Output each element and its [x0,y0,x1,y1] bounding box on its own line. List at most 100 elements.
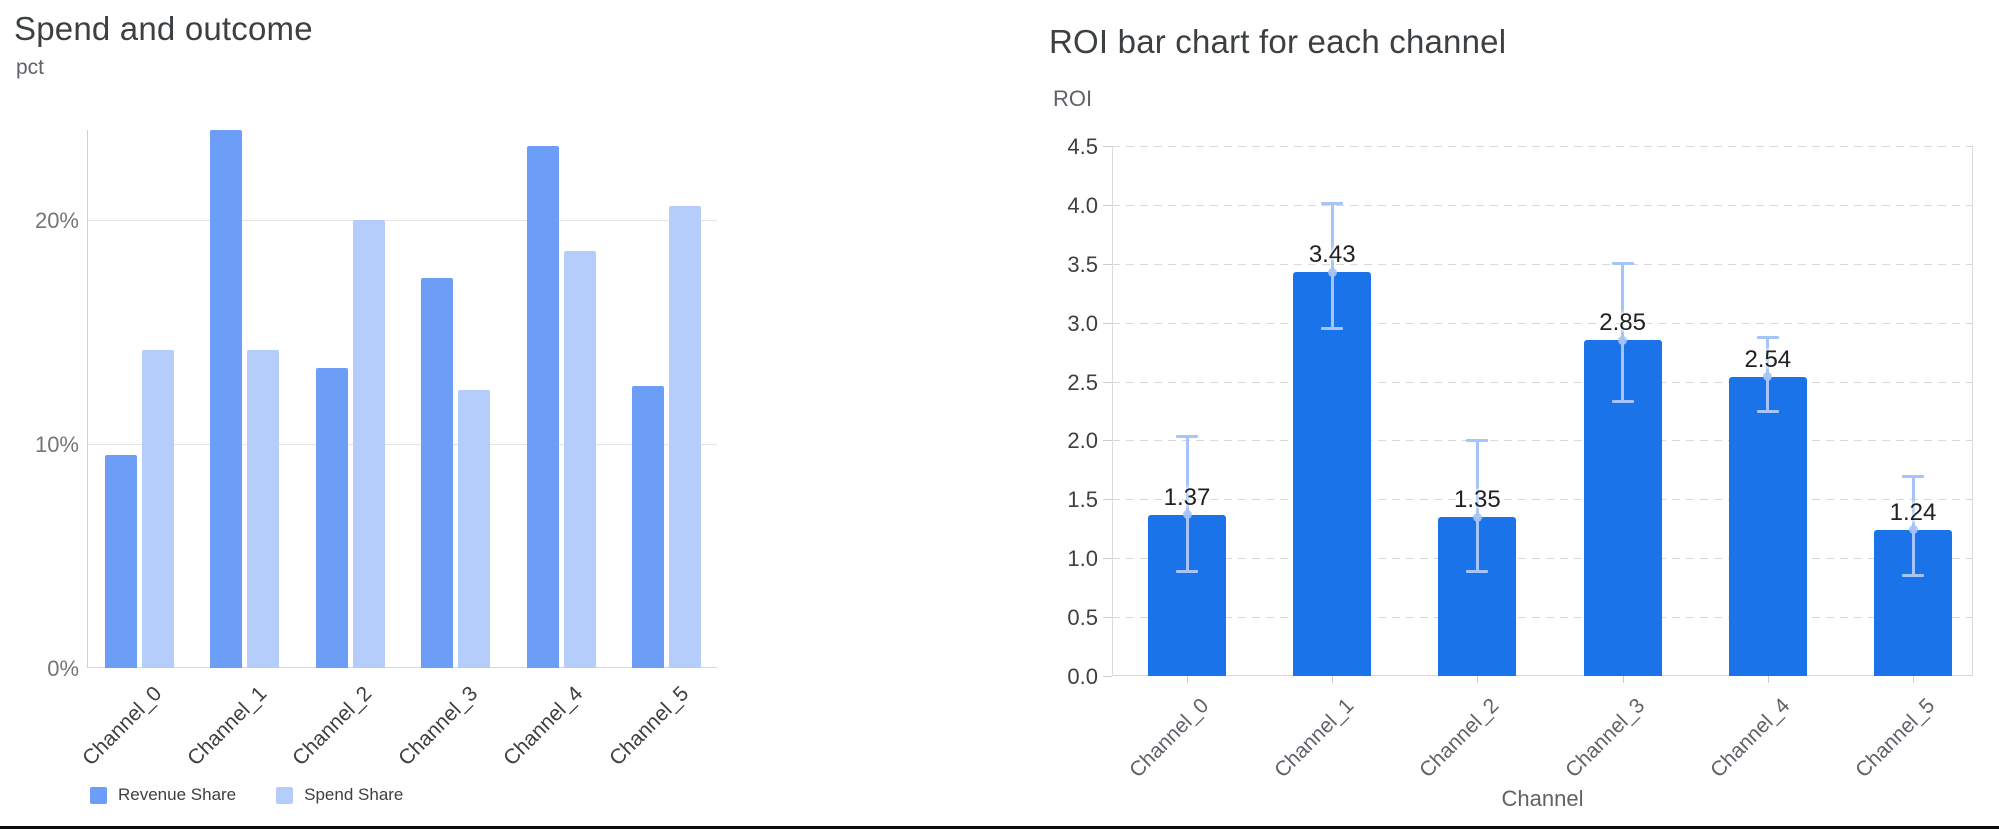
roi-yaxis-unit: ROI [1053,86,1093,111]
bar-spend-share[interactable] [669,206,701,668]
bar-spend-share[interactable] [458,390,490,668]
error-bar-cap-top [1321,201,1344,205]
error-bar-mean-dot [1763,372,1773,382]
gridline [1112,146,1973,147]
x-tick-mark [1622,676,1624,683]
gridline [1112,617,1973,618]
plot-left-border [1112,146,1113,676]
x-tick-mark [1767,676,1769,683]
y-tick-mark [1103,558,1112,559]
bar-revenue-share[interactable] [210,130,242,668]
y-tick-mark [1103,440,1112,441]
spend-outcome-title: Spend and outcome [14,10,313,47]
y-tick-label: 0.0 [1067,664,1098,689]
error-bar-mean-dot [1182,510,1192,520]
y-tick-label: 1.5 [1067,487,1098,512]
y-tick-mark [1103,205,1112,206]
bar-value-label: 2.54 [1744,345,1792,373]
error-bar-cap-top [1611,261,1634,265]
bar-roi[interactable] [1293,272,1371,676]
y-tick-label: 20% [34,208,79,233]
error-bar-line [1330,202,1334,329]
x-tick-mark [1477,676,1479,683]
gridline [1112,499,1973,500]
y-tick-mark [1103,382,1112,383]
gridline [1112,382,1973,383]
y-tick-label: 3.0 [1067,311,1098,336]
error-bar-line [1475,440,1479,573]
error-bar-cap-bottom [1756,410,1779,414]
bar-revenue-share[interactable] [421,278,453,668]
plot-right-border [1972,146,1973,676]
y-tick-label: 10% [34,432,79,457]
bar-spend-share[interactable] [564,251,596,668]
error-bar-cap-bottom [1466,570,1489,574]
error-bar-cap-bottom [1902,573,1924,577]
gridline [1112,558,1973,559]
error-bar-line [1185,435,1189,573]
y-tick-label: 2.5 [1067,370,1098,395]
y-tick-label: 3.5 [1067,252,1098,277]
y-tick-mark [1103,146,1112,147]
x-axis-baseline [1112,675,1973,676]
bar-revenue-share[interactable] [632,386,664,668]
legend-label: Spend Share [304,785,404,804]
bar-spend-share[interactable] [247,350,279,668]
bar-value-label: 2.85 [1599,309,1646,337]
spend-outcome-chart: Spend and outcome pct 0% 10% 20% Channel_0 C… [0,0,780,826]
bar-value-label: 3.43 [1308,241,1356,269]
error-bar-cap-top [1902,474,1924,478]
error-bar-mean-dot [1327,267,1337,277]
y-tick-mark [1103,676,1112,677]
spend-outcome-yaxis-unit: pct [16,56,45,79]
legend-item[interactable]: Revenue Share [90,785,236,805]
roi-chart-title: ROI bar chart for each channel [1049,23,1507,60]
error-bar-cap-top [1176,434,1198,438]
error-bar-cap-top [1756,335,1779,339]
gridline [1112,205,1973,206]
error-bar-cap-bottom [1176,570,1198,574]
y-tick-label: 0.5 [1067,605,1098,630]
x-tick-mark [1332,676,1334,683]
gridline [87,220,717,221]
gridline [1112,264,1973,265]
y-tick-label: 1.0 [1067,546,1098,571]
spend-outcome-plot-area: 0% 10% 20% Channel_0 Channel_1 Channel_2 Chann… [35,130,717,770]
y-axis-line [87,130,88,668]
gridline [1112,440,1973,441]
legend-label: Revenue Share [118,785,237,804]
bar-value-label: 1.37 [1163,483,1211,511]
x-tick-mark [1187,676,1188,683]
roi-xaxis-title: Channel [1501,786,1584,811]
y-tick-label: 0% [47,656,79,681]
bar-value-label: 1.24 [1889,498,1937,526]
y-tick-mark [1103,264,1112,265]
bar-revenue-share[interactable] [105,455,137,668]
bar-value-label: 1.35 [1454,486,1501,513]
y-tick-mark [1103,499,1112,500]
y-tick-label: 2.0 [1067,428,1098,453]
gridline [1112,323,1973,324]
error-bar-mean-dot [1618,335,1628,345]
bar-revenue-share[interactable] [316,368,348,668]
bottom-window-divider [0,826,1999,829]
error-bar-line [1621,262,1625,402]
legend-swatch [276,786,294,804]
roi-plot-area: 0.0 0.5 1.0 1.5 2.0 2.5 3.0 3.5 4.0 4.5 1.37 Channe… [1067,134,1973,782]
bar-spend-share[interactable] [353,220,385,668]
bar-spend-share[interactable] [142,350,174,668]
bar-roi[interactable] [1729,377,1807,676]
error-bar-mean-dot [1908,525,1918,535]
legend-item[interactable]: Spend Share [276,785,403,805]
x-tick-mark [1913,676,1914,683]
bar-revenue-share[interactable] [527,146,559,668]
error-bar-cap-bottom [1321,326,1344,330]
error-bar-mean-dot [1472,512,1482,522]
roi-chart: ROI bar chart for each channel ROI 0.0 0.… [1040,0,1999,826]
y-tick-mark [1103,617,1112,618]
gridline [87,444,717,445]
y-tick-label: 4.5 [1067,134,1098,159]
x-axis-baseline [87,667,717,668]
error-bar-cap-bottom [1611,399,1634,403]
